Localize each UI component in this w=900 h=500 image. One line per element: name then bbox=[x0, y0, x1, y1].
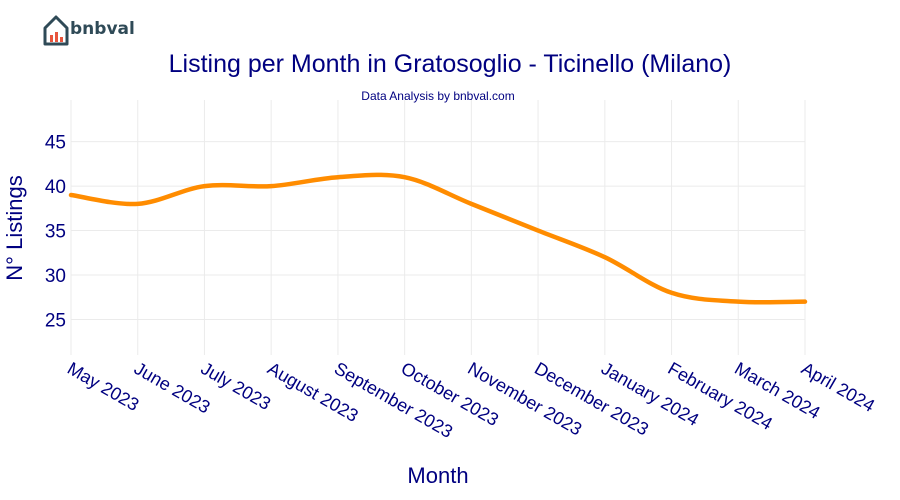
y-tick-label: 45 bbox=[45, 133, 66, 154]
series-line bbox=[68, 172, 808, 305]
x-tick-label: September 2023 bbox=[331, 358, 456, 442]
x-tick-label: December 2023 bbox=[531, 358, 652, 439]
x-tick-label: November 2023 bbox=[464, 358, 585, 439]
y-axis: 25 30 35 40 45 bbox=[45, 133, 66, 332]
chart-title: Listing per Month in Gratosoglio - Ticin… bbox=[169, 50, 732, 78]
bnbval-logo bbox=[42, 13, 134, 47]
brand-name: bnbval bbox=[70, 19, 135, 39]
x-tick-label: June 2023 bbox=[131, 358, 214, 417]
y-tick-label: 35 bbox=[45, 222, 66, 243]
x-tick-label: May 2023 bbox=[64, 358, 142, 415]
house-chart-icon bbox=[43, 15, 69, 46]
y-tick-label: 40 bbox=[45, 177, 66, 198]
grid bbox=[70, 100, 806, 355]
chart-subtitle: Data Analysis by bnbval.com bbox=[361, 89, 514, 103]
y-tick-label: 30 bbox=[45, 266, 66, 287]
y-axis-label: N° Listings bbox=[2, 175, 27, 280]
x-axis-label: Month bbox=[407, 463, 468, 488]
y-tick-label: 25 bbox=[45, 310, 66, 331]
